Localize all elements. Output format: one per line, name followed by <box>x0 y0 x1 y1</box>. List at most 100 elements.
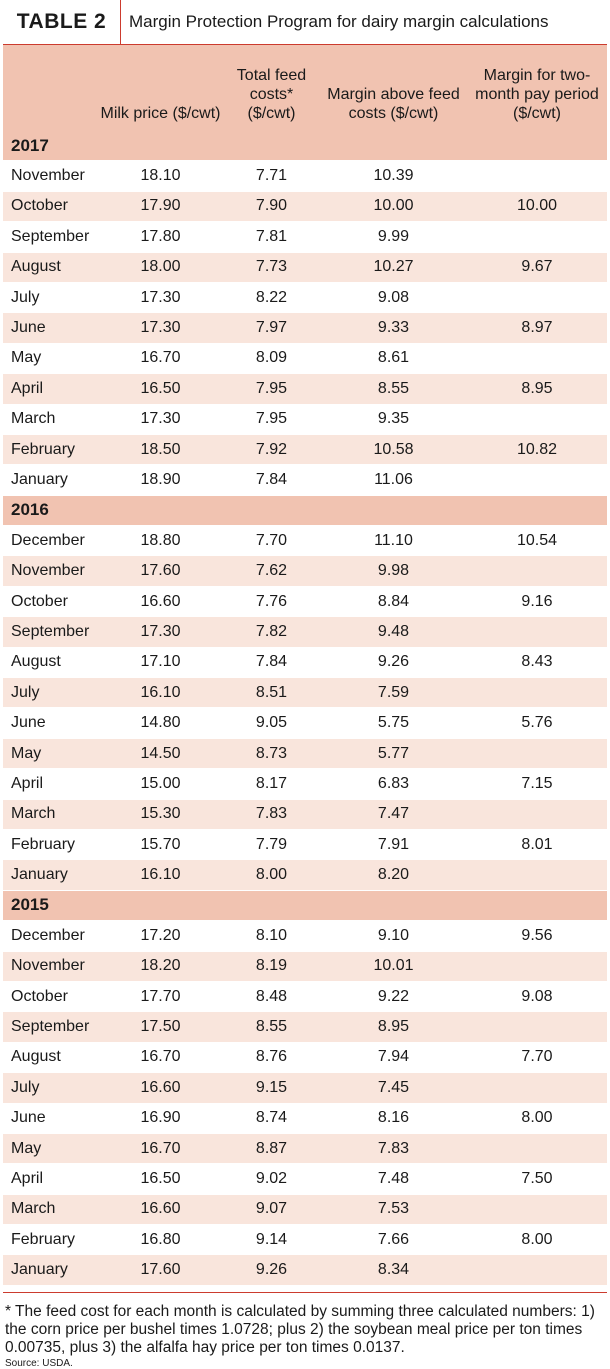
two-month-margin-cell: 7.50 <box>467 1163 607 1195</box>
table-row: July 17.30 8.22 9.08 <box>3 282 607 314</box>
two-month-margin-cell: 8.43 <box>467 647 607 679</box>
milk-price-cell: 15.30 <box>98 799 223 830</box>
month-cell: September <box>3 616 98 648</box>
month-cell: August <box>3 647 98 679</box>
feed-cost-cell: 7.84 <box>223 647 320 679</box>
feed-cost-cell: 8.19 <box>223 951 320 982</box>
milk-price-cell: 14.80 <box>98 707 223 739</box>
month-cell: August <box>3 252 98 283</box>
margin-cell: 9.99 <box>320 221 467 253</box>
month-cell: June <box>3 312 98 344</box>
milk-price-cell: 14.50 <box>98 738 223 770</box>
milk-price-cell: 17.30 <box>98 282 223 314</box>
feed-cost-cell: 8.09 <box>223 343 320 375</box>
table-row: November 18.10 7.71 10.39 <box>3 160 607 192</box>
month-cell: February <box>3 434 98 466</box>
month-cell: March <box>3 1194 98 1226</box>
two-month-margin-cell <box>467 160 607 192</box>
month-cell: September <box>3 1011 98 1043</box>
table-row: September 17.80 7.81 9.99 <box>3 221 607 253</box>
month-cell: September <box>3 221 98 253</box>
feed-cost-cell: 8.10 <box>223 920 320 952</box>
table-row: October 17.70 8.48 9.22 9.08 <box>3 981 607 1013</box>
margin-cell: 8.34 <box>320 1254 467 1286</box>
milk-price-cell: 17.50 <box>98 1011 223 1043</box>
table-row: September 17.30 7.82 9.48 <box>3 616 607 648</box>
table-row: April 16.50 7.95 8.55 8.95 <box>3 373 607 405</box>
milk-price-cell: 16.50 <box>98 373 223 405</box>
margin-cell: 8.84 <box>320 586 467 618</box>
margin-cell: 10.01 <box>320 951 467 982</box>
footnote: * The feed cost for each month is calcul… <box>3 1291 607 1357</box>
feed-cost-cell: 8.17 <box>223 768 320 800</box>
feed-cost-cell: 9.02 <box>223 1163 320 1195</box>
margin-cell: 5.77 <box>320 738 467 770</box>
two-month-margin-cell: 9.56 <box>467 920 607 952</box>
two-month-margin-cell: 8.00 <box>467 1103 607 1134</box>
margin-cell: 6.83 <box>320 768 467 800</box>
milk-price-cell: 16.10 <box>98 677 223 709</box>
table-figure: TABLE 2 Margin Protection Program for da… <box>3 0 607 1369</box>
month-cell: May <box>3 738 98 770</box>
table-row: June 14.80 9.05 5.75 5.76 <box>3 707 607 739</box>
two-month-margin-cell <box>467 951 607 982</box>
milk-price-cell: 17.30 <box>98 404 223 435</box>
two-month-margin-cell <box>467 282 607 314</box>
two-month-margin-cell: 10.00 <box>467 191 607 223</box>
milk-price-cell: 15.70 <box>98 829 223 861</box>
margin-cell: 9.98 <box>320 555 467 587</box>
header-feed-costs: Total feed costs* ($/cwt) <box>223 45 320 131</box>
milk-price-cell: 18.10 <box>98 160 223 192</box>
two-month-margin-cell <box>467 1133 607 1165</box>
feed-cost-cell: 9.14 <box>223 1224 320 1256</box>
month-cell: February <box>3 829 98 861</box>
feed-cost-cell: 7.97 <box>223 312 320 344</box>
feed-cost-cell: 8.87 <box>223 1133 320 1165</box>
milk-price-cell: 17.10 <box>98 647 223 679</box>
month-cell: February <box>3 1224 98 1256</box>
two-month-margin-cell <box>467 799 607 830</box>
table-row: August 18.00 7.73 10.27 9.67 <box>3 252 607 283</box>
month-cell: April <box>3 373 98 405</box>
header-month <box>3 45 98 131</box>
year-row: 2015 <box>3 890 607 922</box>
margin-cell: 9.10 <box>320 920 467 952</box>
milk-price-cell: 18.00 <box>98 252 223 283</box>
milk-price-cell: 17.60 <box>98 555 223 587</box>
feed-cost-cell: 7.83 <box>223 799 320 830</box>
feed-cost-cell: 7.81 <box>223 221 320 253</box>
month-cell: July <box>3 1072 98 1104</box>
feed-cost-cell: 8.22 <box>223 282 320 314</box>
month-cell: January <box>3 859 98 891</box>
two-month-margin-cell: 8.00 <box>467 1224 607 1256</box>
feed-cost-cell: 7.95 <box>223 373 320 405</box>
margin-cell: 10.27 <box>320 252 467 283</box>
month-cell: October <box>3 586 98 618</box>
table-row: May 16.70 8.87 7.83 <box>3 1133 607 1165</box>
month-cell: June <box>3 1103 98 1134</box>
two-month-margin-cell <box>467 1011 607 1043</box>
milk-price-cell: 16.60 <box>98 1194 223 1226</box>
two-month-margin-cell <box>467 555 607 587</box>
feed-cost-cell: 8.55 <box>223 1011 320 1043</box>
month-cell: January <box>3 1254 98 1286</box>
two-month-margin-cell: 9.16 <box>467 586 607 618</box>
two-month-margin-cell <box>467 343 607 375</box>
milk-price-cell: 17.30 <box>98 312 223 344</box>
milk-price-cell: 16.80 <box>98 1224 223 1256</box>
two-month-margin-cell: 8.95 <box>467 373 607 405</box>
feed-cost-cell: 7.71 <box>223 160 320 192</box>
feed-cost-cell: 8.00 <box>223 859 320 891</box>
two-month-margin-cell <box>467 221 607 253</box>
table-row: January 16.10 8.00 8.20 <box>3 859 607 891</box>
margin-cell: 9.08 <box>320 282 467 314</box>
table-title: Margin Protection Program for dairy marg… <box>129 12 549 31</box>
month-cell: March <box>3 799 98 830</box>
feed-cost-cell: 9.05 <box>223 707 320 739</box>
milk-price-cell: 17.90 <box>98 191 223 223</box>
two-month-margin-cell: 8.97 <box>467 312 607 344</box>
table-row: December 17.20 8.10 9.10 9.56 <box>3 920 607 952</box>
table-row: November 17.60 7.62 9.98 <box>3 555 607 587</box>
table-row: February 15.70 7.79 7.91 8.01 <box>3 829 607 861</box>
table-row: March 16.60 9.07 7.53 <box>3 1194 607 1226</box>
